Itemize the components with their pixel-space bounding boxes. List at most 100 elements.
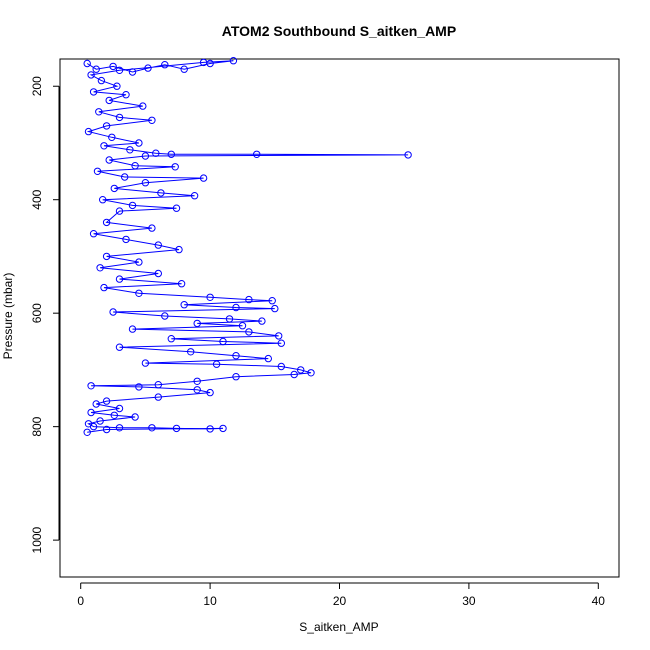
plot-frame — [59, 58, 620, 578]
y-tick-label: 200 — [30, 76, 44, 96]
data-point — [83, 59, 91, 68]
data-point — [122, 235, 130, 244]
data-point — [190, 192, 199, 200]
data-point — [206, 388, 214, 397]
data-point — [135, 258, 143, 266]
data-point — [212, 360, 221, 368]
data-point — [87, 382, 95, 390]
data-point — [277, 339, 285, 347]
data-point — [148, 424, 156, 432]
data-point — [115, 66, 124, 75]
data-point — [97, 76, 106, 85]
data-point — [199, 174, 208, 182]
data-point — [177, 280, 186, 288]
data-point — [404, 151, 412, 159]
data-point — [100, 283, 108, 292]
y-axis: 200 400 600 800 1000 — [30, 76, 60, 553]
x-tick-label: 40 — [592, 594, 606, 608]
data-point — [245, 295, 253, 304]
data-point — [115, 343, 124, 351]
data-point — [96, 417, 104, 425]
data-point — [115, 424, 124, 432]
data-point — [157, 189, 165, 197]
data-point — [87, 71, 95, 79]
y-axis-label: Pressure (mbar) — [1, 273, 15, 360]
data-point — [115, 207, 124, 215]
data-point — [109, 308, 117, 316]
data-point — [229, 57, 238, 65]
data-point — [253, 150, 261, 159]
data-point — [219, 337, 227, 346]
data-point — [277, 362, 285, 371]
data-point — [167, 335, 176, 343]
data-point — [206, 293, 214, 301]
data-point — [161, 60, 169, 69]
data-point — [175, 245, 183, 254]
series-layer — [83, 57, 412, 436]
data-point — [126, 146, 134, 154]
data-point — [290, 370, 298, 379]
data-point — [115, 113, 124, 122]
series-line — [86, 60, 409, 433]
data-point — [87, 408, 95, 417]
chart-title: ATOM2 Southbound S_aitken_AMP — [222, 23, 456, 39]
data-point — [100, 142, 108, 150]
data-point — [110, 411, 119, 419]
data-point — [89, 230, 98, 238]
data-point — [225, 315, 234, 323]
data-point — [193, 386, 201, 394]
data-point — [99, 196, 107, 204]
data-point — [110, 184, 119, 193]
data-point — [268, 297, 276, 305]
data-point — [89, 422, 98, 431]
x-tick-label: 0 — [77, 594, 84, 608]
data-point — [115, 404, 124, 413]
data-point — [84, 127, 93, 136]
data-point — [102, 252, 111, 261]
data-point — [187, 348, 195, 356]
data-point — [148, 116, 156, 125]
x-axis: 0 10 20 30 40 — [77, 582, 606, 608]
data-point — [89, 88, 98, 96]
data-point — [193, 319, 201, 328]
data-point — [128, 325, 137, 333]
data-point — [96, 264, 104, 272]
data-point — [232, 303, 240, 312]
x-axis-label: S_aitken_AMP — [299, 620, 378, 634]
data-point — [307, 369, 315, 377]
data-point — [105, 156, 113, 164]
data-point — [141, 179, 150, 187]
data-point — [275, 332, 283, 340]
data-point — [108, 133, 116, 142]
data-point — [154, 393, 163, 401]
data-point — [135, 139, 143, 147]
data-point — [154, 381, 163, 389]
data-point — [131, 413, 139, 421]
data-point — [148, 224, 156, 232]
data-point — [271, 304, 279, 313]
data-point — [232, 352, 240, 360]
data-point — [93, 167, 102, 176]
data-point — [264, 354, 272, 363]
data-point — [139, 102, 147, 110]
y-tick-label: 1000 — [30, 526, 44, 553]
data-point — [102, 218, 111, 227]
data-point — [167, 150, 176, 159]
data-point — [180, 301, 188, 309]
data-point — [109, 62, 117, 71]
data-point — [135, 383, 143, 391]
y-tick-label: 600 — [30, 303, 44, 323]
data-point — [161, 312, 169, 320]
data-point — [128, 68, 137, 76]
x-tick-label: 20 — [333, 594, 347, 608]
data-point — [131, 162, 139, 170]
data-point — [102, 397, 111, 405]
data-point — [128, 201, 137, 210]
x-tick-label: 10 — [203, 594, 217, 608]
data-point — [95, 108, 103, 116]
data-point — [193, 377, 201, 385]
data-point — [172, 204, 181, 212]
data-point — [135, 289, 143, 297]
data-point — [206, 425, 214, 433]
